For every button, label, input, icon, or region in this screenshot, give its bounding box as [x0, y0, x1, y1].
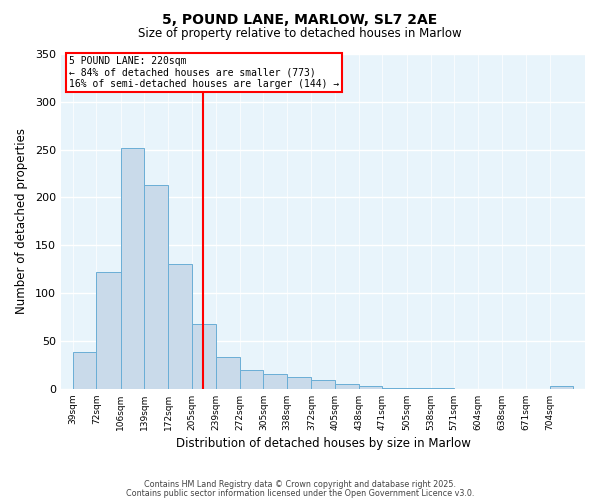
Y-axis label: Number of detached properties: Number of detached properties — [15, 128, 28, 314]
Bar — [216, 358, 240, 389]
Bar — [287, 378, 311, 389]
Bar — [121, 148, 145, 389]
Bar — [311, 380, 335, 389]
Bar — [240, 370, 263, 389]
Bar — [168, 264, 192, 389]
Text: 5, POUND LANE, MARLOW, SL7 2AE: 5, POUND LANE, MARLOW, SL7 2AE — [163, 12, 437, 26]
Bar — [382, 388, 407, 389]
Bar — [97, 272, 121, 389]
Bar — [431, 388, 454, 389]
Bar — [263, 374, 287, 389]
Bar — [407, 388, 431, 389]
Bar — [359, 386, 382, 389]
Bar — [192, 324, 216, 389]
X-axis label: Distribution of detached houses by size in Marlow: Distribution of detached houses by size … — [176, 437, 470, 450]
Bar — [73, 352, 97, 389]
Text: Contains public sector information licensed under the Open Government Licence v3: Contains public sector information licen… — [126, 489, 474, 498]
Bar — [335, 384, 359, 389]
Bar — [145, 185, 168, 389]
Text: Size of property relative to detached houses in Marlow: Size of property relative to detached ho… — [138, 28, 462, 40]
Text: 5 POUND LANE: 220sqm
← 84% of detached houses are smaller (773)
16% of semi-deta: 5 POUND LANE: 220sqm ← 84% of detached h… — [69, 56, 339, 89]
Bar — [550, 386, 573, 389]
Text: Contains HM Land Registry data © Crown copyright and database right 2025.: Contains HM Land Registry data © Crown c… — [144, 480, 456, 489]
